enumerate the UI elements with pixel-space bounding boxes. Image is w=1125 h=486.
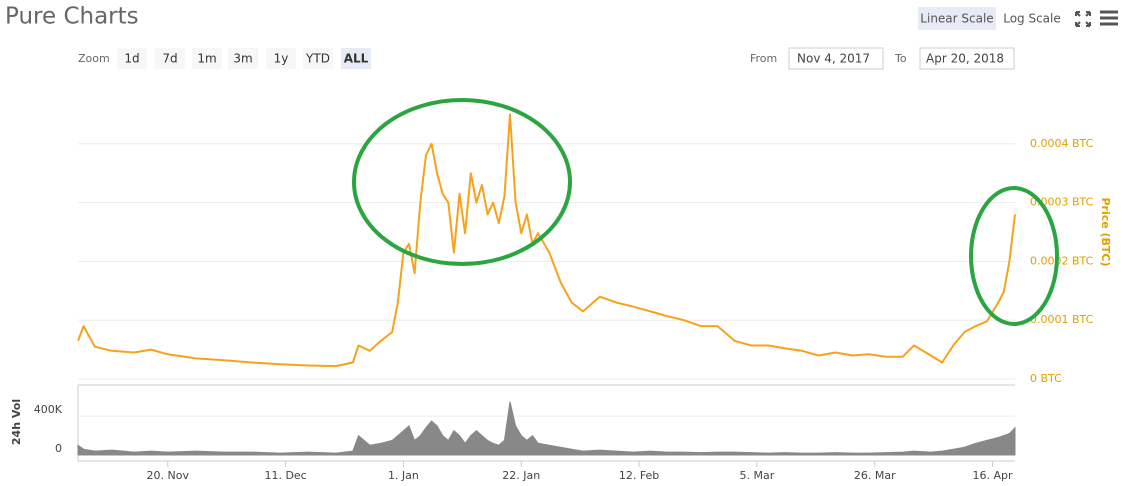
y-tick-label: 0.0003 BTC <box>1030 196 1094 209</box>
scale-option[interactable]: Log Scale <box>1003 12 1061 26</box>
y-tick-label: 0 BTC <box>1030 372 1062 385</box>
zoom-label: Zoom <box>78 52 110 65</box>
zoom-button[interactable] <box>192 48 222 69</box>
x-tick-label: 11. Dec <box>264 469 306 482</box>
zoom-button[interactable] <box>117 48 147 69</box>
volume-axis-title: 24h Vol <box>10 399 23 445</box>
highlight-ellipse <box>969 186 1059 326</box>
zoom-button[interactable] <box>266 48 296 69</box>
zoom-button[interactable] <box>228 48 258 69</box>
y-tick-label: 0.0002 BTC <box>1030 254 1094 267</box>
x-tick-label: 1. Jan <box>388 469 419 482</box>
fullscreen-icon[interactable] <box>1075 11 1091 27</box>
zoom-option[interactable]: 3m <box>233 52 252 66</box>
volume-area <box>77 401 1016 456</box>
y-tick-label: 0.0001 BTC <box>1030 313 1094 326</box>
zoom-option[interactable]: 1m <box>197 52 216 66</box>
to-label: To <box>894 52 907 65</box>
zoom-button[interactable] <box>341 48 371 69</box>
y-tick-label: 400K <box>34 403 63 416</box>
to-input[interactable] <box>919 47 1015 70</box>
from-input[interactable] <box>788 47 884 70</box>
scale-option[interactable]: Linear Scale <box>920 12 993 26</box>
highlight-ellipse <box>352 98 572 266</box>
x-tick-label: 22. Jan <box>502 469 540 482</box>
scale-button[interactable] <box>918 7 996 30</box>
zoom-button[interactable] <box>155 48 185 69</box>
zoom-option[interactable]: 7d <box>162 52 177 66</box>
x-tick-label: 26. Mar <box>854 469 896 482</box>
price-line <box>77 113 1016 368</box>
scale-button[interactable] <box>1000 7 1064 30</box>
chart-title: Pure Charts <box>5 4 139 30</box>
x-tick-label: 12. Feb <box>619 469 659 482</box>
y-tick-label: 0.0004 BTC <box>1030 137 1094 150</box>
y-tick-label: 0 <box>55 442 62 455</box>
zoom-option[interactable]: 1d <box>124 52 139 66</box>
from-label: From <box>750 52 777 65</box>
menu-icon[interactable] <box>1100 10 1118 26</box>
zoom-option[interactable]: YTD <box>305 52 330 66</box>
zoom-option[interactable]: ALL <box>344 52 369 66</box>
from-date[interactable]: Nov 4, 2017 <box>797 52 870 66</box>
y-axis-title: Price (BTC) <box>1099 197 1112 266</box>
zoom-option[interactable]: 1y <box>274 52 289 66</box>
x-tick-label: 16. Apr <box>973 469 1013 482</box>
to-date[interactable]: Apr 20, 2018 <box>926 52 1004 66</box>
zoom-button[interactable] <box>303 48 333 69</box>
x-tick-label: 20. Nov <box>147 469 190 482</box>
x-tick-label: 5. Mar <box>740 469 775 482</box>
